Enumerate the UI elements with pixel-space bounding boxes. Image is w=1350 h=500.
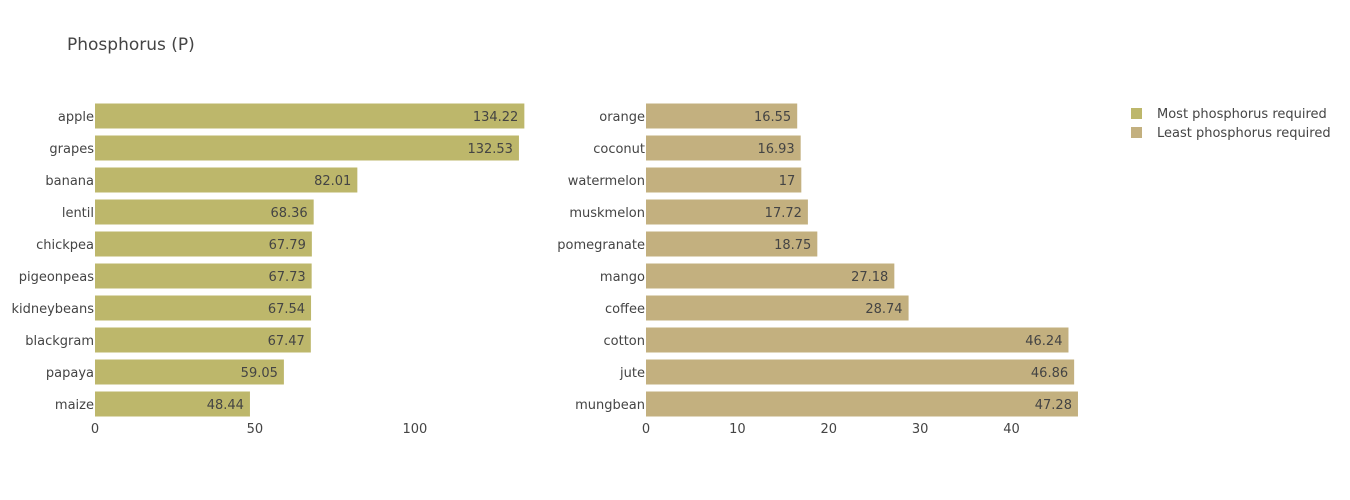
right-value-label-coconut: 16.93 (757, 142, 794, 157)
right-category-label-pomegranate: pomegranate (557, 238, 645, 253)
right-x-tick-0: 0 (642, 422, 650, 437)
right-category-label-mango: mango (600, 270, 645, 285)
left-bar-grapes[interactable] (95, 135, 519, 161)
right-value-label-muskmelon: 17.72 (765, 206, 802, 221)
left-value-label-pigeonpeas: 67.73 (268, 270, 305, 285)
right-value-label-mungbean: 47.28 (1035, 398, 1072, 413)
left-bar-banana[interactable] (95, 167, 358, 193)
right-bar-muskmelon[interactable] (646, 199, 808, 225)
right-value-label-pomegranate: 18.75 (774, 238, 811, 253)
left-x-tick-0: 0 (91, 422, 99, 437)
right-category-label-jute: jute (619, 366, 645, 381)
chart-title: Phosphorus (P) (67, 35, 195, 55)
left-category-label-chickpea: chickpea (36, 238, 94, 253)
right-bar-jute[interactable] (646, 359, 1075, 385)
left-value-label-lentil: 68.36 (270, 206, 307, 221)
left-category-label-lentil: lentil (62, 206, 94, 221)
right-category-label-muskmelon: muskmelon (569, 206, 645, 221)
right-value-label-mango: 27.18 (851, 270, 888, 285)
left-category-label-pigeonpeas: pigeonpeas (19, 270, 95, 285)
right-bar-cotton[interactable] (646, 327, 1069, 353)
left-value-label-grapes: 132.53 (467, 142, 513, 157)
right-category-label-watermelon: watermelon (568, 174, 645, 189)
left-value-label-maize: 48.44 (207, 398, 244, 413)
right-category-label-cotton: cotton (604, 334, 646, 349)
left-category-label-banana: banana (45, 174, 94, 189)
left-category-label-kidneybeans: kidneybeans (11, 302, 94, 317)
right-bar-panel: orange 16.55 coconut 16.93 watermelon 17 muskm… (557, 103, 1078, 437)
left-category-label-maize: maize (55, 398, 94, 413)
right-category-label-coconut: coconut (593, 142, 645, 157)
left-category-label-blackgram: blackgram (25, 334, 94, 349)
legend-label-least: Least phosphorus required (1157, 126, 1331, 141)
right-category-label-coffee: coffee (605, 302, 645, 317)
left-bar-apple[interactable] (95, 103, 525, 129)
left-value-label-blackgram: 67.47 (268, 334, 305, 349)
left-value-label-kidneybeans: 67.54 (268, 302, 305, 317)
left-category-label-apple: apple (58, 110, 94, 125)
left-bar-panel: apple 134.22 grapes 132.53 banana 82.01 lentil… (11, 103, 525, 437)
right-x-tick-20: 20 (820, 422, 837, 437)
left-value-label-chickpea: 67.79 (269, 238, 306, 253)
left-x-tick-50: 50 (247, 422, 264, 437)
right-bar-coconut[interactable] (646, 135, 801, 161)
right-value-label-watermelon: 17 (779, 174, 796, 189)
left-bar-lentil[interactable] (95, 199, 314, 225)
right-value-label-orange: 16.55 (754, 110, 791, 125)
left-value-label-apple: 134.22 (473, 110, 519, 125)
left-bar-maize[interactable] (95, 391, 250, 417)
right-bar-mango[interactable] (646, 263, 895, 289)
left-bar-chickpea[interactable] (95, 231, 312, 257)
left-category-label-papaya: papaya (46, 366, 94, 381)
legend-swatch-least (1131, 127, 1142, 138)
legend-swatch-most (1131, 108, 1142, 119)
right-bar-pomegranate[interactable] (646, 231, 818, 257)
right-category-label-mungbean: mungbean (575, 398, 645, 413)
left-category-label-grapes: grapes (49, 142, 94, 157)
legend-item-most[interactable]: Most phosphorus required (1131, 107, 1327, 122)
right-bar-mungbean[interactable] (646, 391, 1078, 417)
legend[interactable]: Most phosphorus required Least phosphoru… (1131, 107, 1331, 141)
legend-item-least[interactable]: Least phosphorus required (1131, 126, 1331, 141)
left-value-label-banana: 82.01 (314, 174, 351, 189)
right-x-tick-30: 30 (912, 422, 929, 437)
right-x-tick-10: 10 (729, 422, 746, 437)
left-bar-pigeonpeas[interactable] (95, 263, 312, 289)
left-x-tick-100: 100 (402, 422, 427, 437)
right-bar-coffee[interactable] (646, 295, 909, 321)
left-bar-papaya[interactable] (95, 359, 284, 385)
right-value-label-coffee: 28.74 (865, 302, 902, 317)
right-x-tick-40: 40 (1003, 422, 1020, 437)
left-bar-blackgram[interactable] (95, 327, 311, 353)
right-bar-watermelon[interactable] (646, 167, 802, 193)
legend-label-most: Most phosphorus required (1157, 107, 1327, 122)
right-value-label-jute: 46.86 (1031, 366, 1068, 381)
right-value-label-cotton: 46.24 (1025, 334, 1062, 349)
right-bar-orange[interactable] (646, 103, 798, 129)
right-category-label-orange: orange (599, 110, 645, 125)
left-value-label-papaya: 59.05 (241, 366, 278, 381)
left-bar-kidneybeans[interactable] (95, 295, 312, 321)
